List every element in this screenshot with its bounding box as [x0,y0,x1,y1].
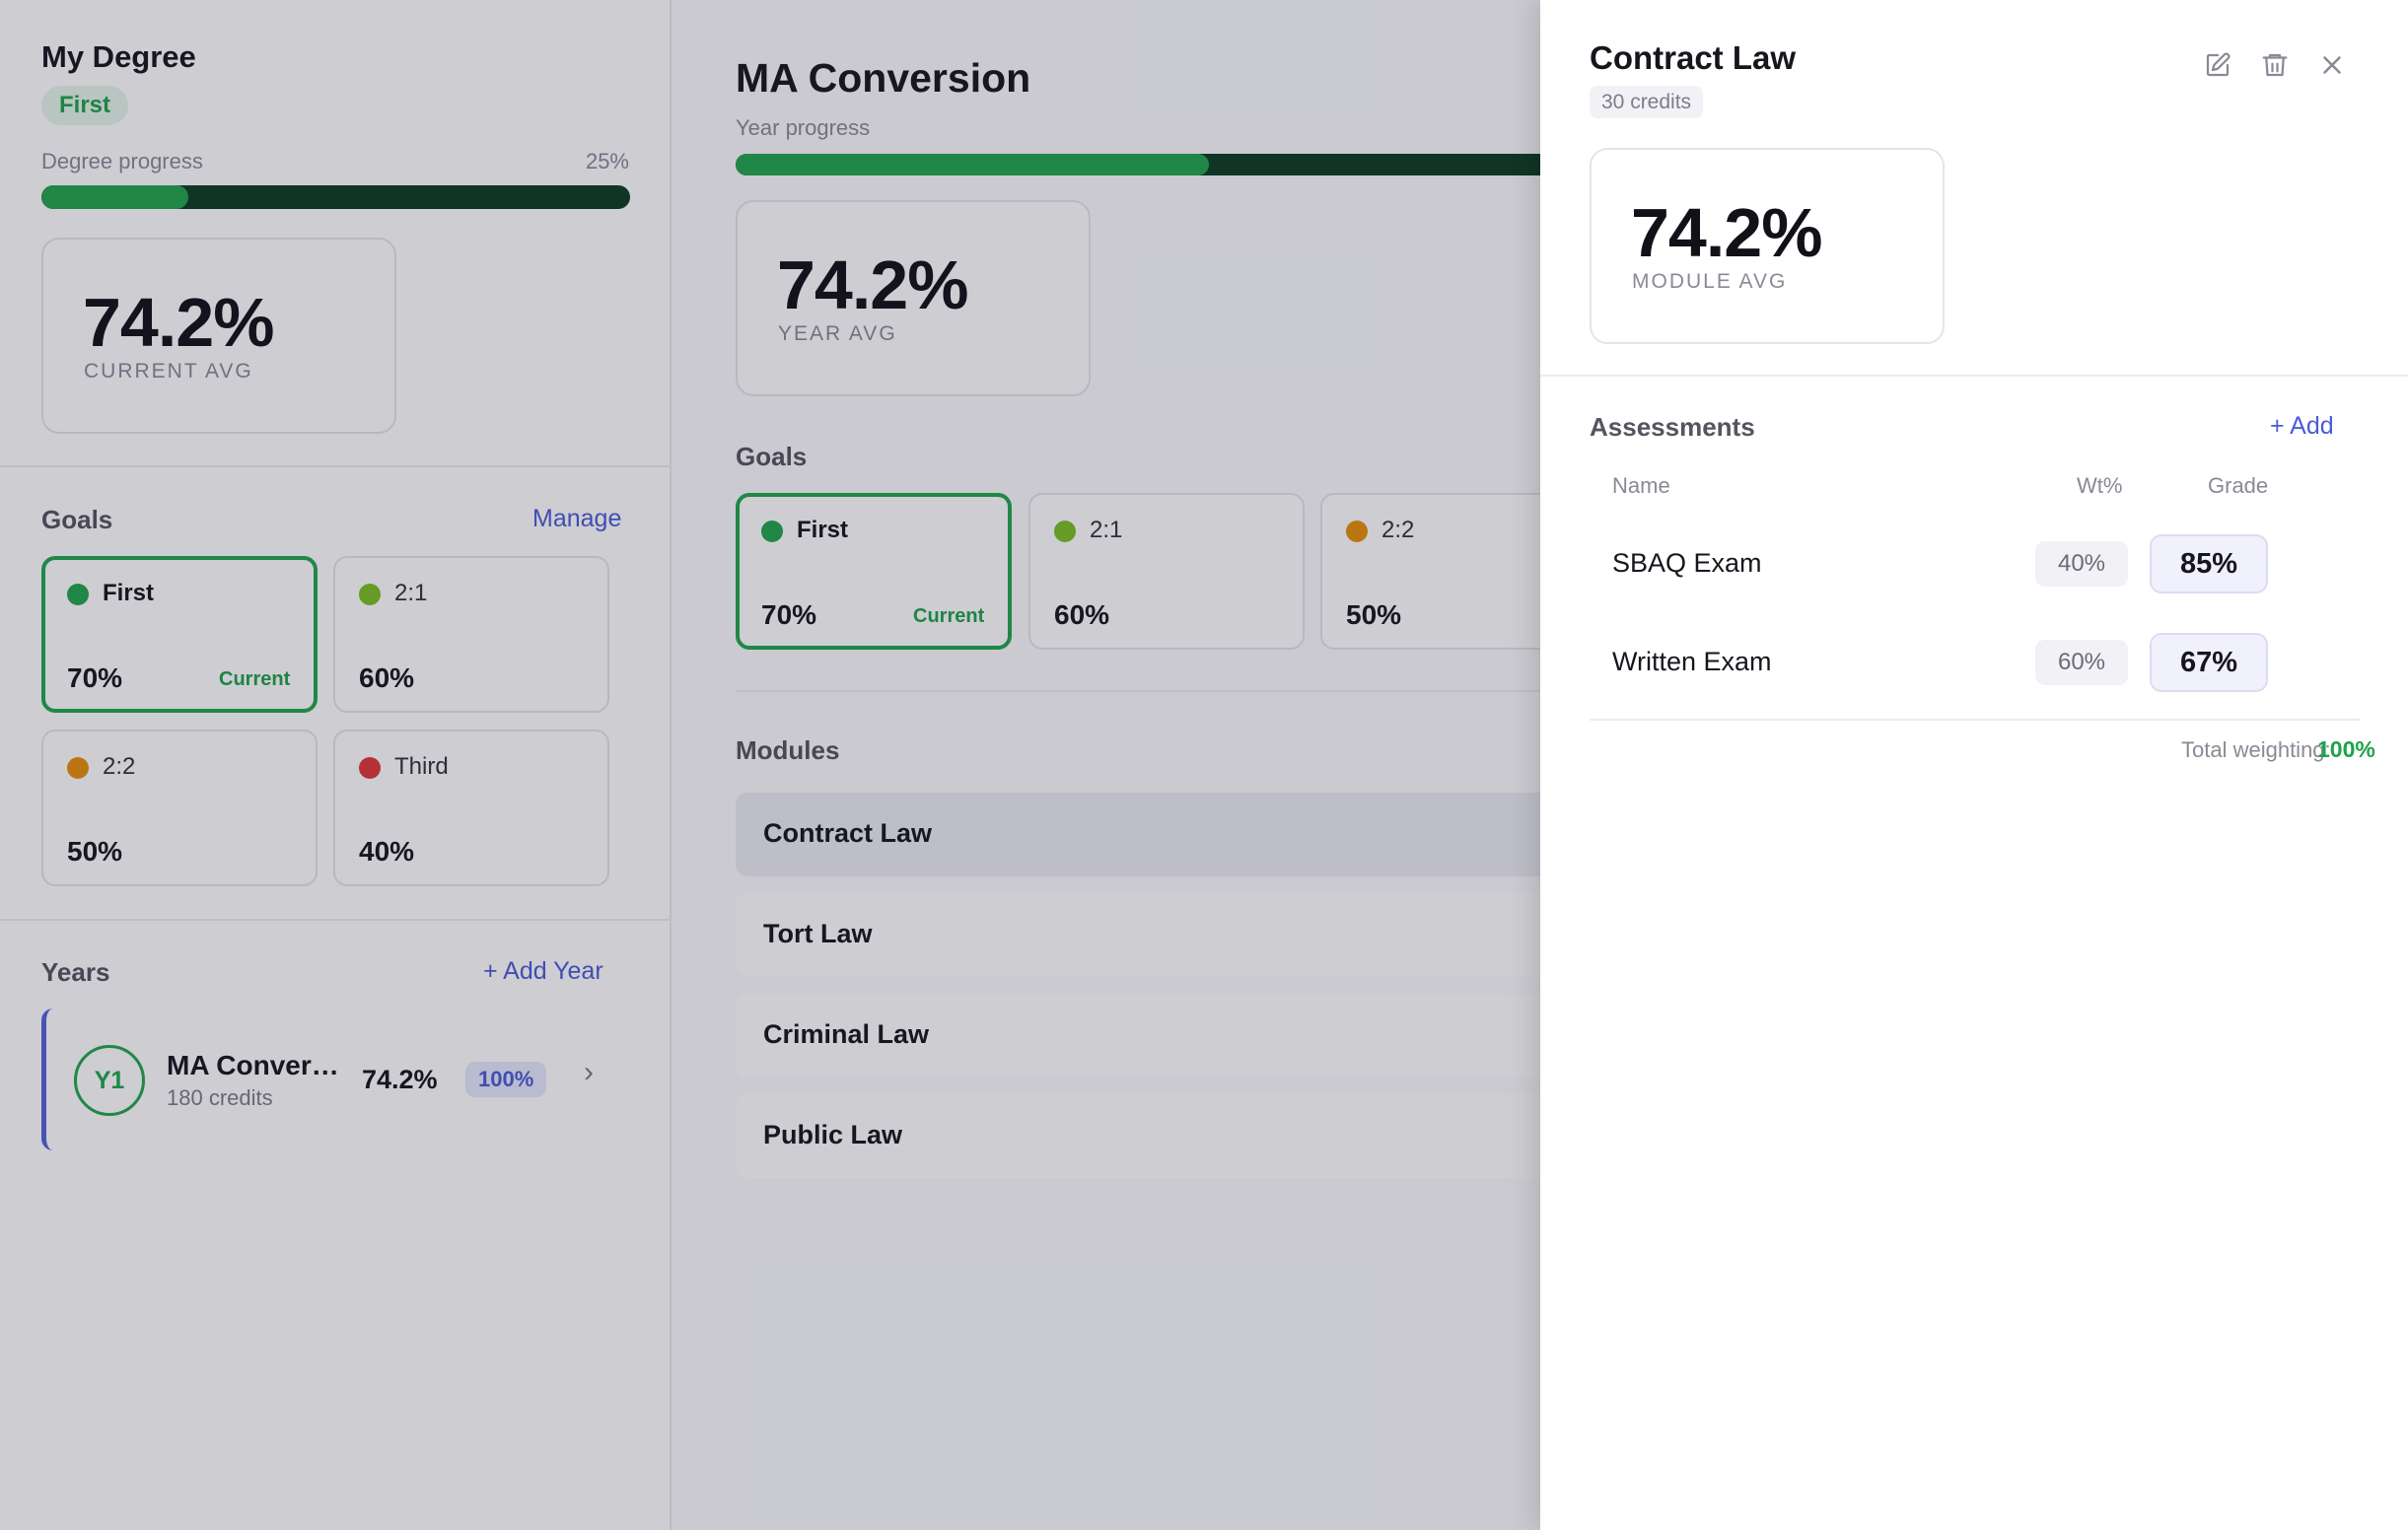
divider [736,690,1658,692]
year-average: 74.2% [362,1065,438,1094]
edit-icon[interactable] [2200,47,2235,83]
module-avg-label: MODULE AVG [1632,270,1788,293]
goal-dot [1346,521,1368,542]
goal-name: 2:1 [394,580,428,606]
column-header-name: Name [1612,473,1670,498]
year-progress-bar [736,154,1682,175]
chevron-right-icon: › [584,1056,594,1088]
year-progress-fill [736,154,1209,175]
degree-progress-label: Degree progress [41,149,203,174]
goal-percent: 70% [67,662,123,693]
goal-name: Third [394,753,449,780]
current-goal-tag: Current [219,668,291,690]
goal-name: 2:2 [103,753,136,780]
year-avg-value: 74.2% [777,246,968,323]
year-weight-badge: 100% [465,1062,547,1097]
column-header-grade: Grade [2208,473,2269,498]
current-avg-label: CURRENT AVG [84,360,253,382]
year-detail: MA Conversion Year progress 74.2% YEAR A… [672,0,1682,1530]
year-avg-card: 74.2% YEAR AVG [736,200,1091,396]
goal-name: First [103,580,155,606]
module-row-criminal-law[interactable]: Criminal Law [736,994,1682,1078]
year-title: MA Conversion [736,55,1031,101]
year-row[interactable]: Y1 MA Conver… 180 credits 74.2% 100% › [41,1008,631,1150]
assessments-heading: Assessments [1590,412,1755,442]
column-header-weight: Wt% [2077,473,2123,498]
goals-heading: Goals [736,442,808,471]
module-row-contract-law[interactable]: Contract Law [736,793,1682,876]
module-avg-card: 74.2% MODULE AVG [1590,148,1945,344]
divider [1540,375,2408,377]
current-avg-card: 74.2% CURRENT AVG [41,238,396,434]
add-assessment-button[interactable]: + Add [2270,412,2334,440]
module-credits-badge: 30 credits [1590,86,1704,118]
goal-percent: 70% [761,599,817,630]
goal-percent: 50% [67,836,123,867]
assessment-name[interactable]: Written Exam [1612,647,1772,676]
goal-card-first[interactable]: First 70% Current [736,493,1012,650]
module-title: Contract Law [1590,39,1797,76]
degree-progress-bar [41,185,630,209]
module-row-public-law[interactable]: Public Law [736,1094,1682,1178]
assessment-name[interactable]: SBAQ Exam [1612,548,1762,578]
manage-goals-link[interactable]: Manage [532,505,622,532]
assessment-weight[interactable]: 60% [2035,640,2128,685]
goal-card-third[interactable]: Third 40% [333,730,609,886]
year-credits: 180 credits [167,1085,273,1110]
divider [0,919,672,921]
close-icon[interactable] [2314,47,2350,83]
goal-percent: 40% [359,836,415,867]
module-name: Contract Law [763,818,933,848]
module-name: Tort Law [763,919,873,948]
divider [0,465,672,467]
goal-card-2-1[interactable]: 2:1 60% [1028,493,1305,650]
total-weighting-value: 100% [2317,736,2375,762]
module-name: Public Law [763,1120,903,1149]
add-year-button[interactable]: + Add Year [483,957,603,985]
goal-percent: 60% [359,662,415,693]
goal-card-2-2[interactable]: 2:2 50% [41,730,318,886]
goal-dot [359,584,381,605]
years-heading: Years [41,957,110,987]
assessment-weight[interactable]: 40% [2035,541,2128,587]
module-avg-value: 74.2% [1631,194,1822,271]
goal-name: First [797,517,849,543]
goal-percent: 60% [1054,599,1110,630]
year-avg-label: YEAR AVG [778,322,897,345]
goal-name: 2:2 [1381,517,1415,543]
goal-dot [761,521,783,542]
goal-card-first[interactable]: First 70% Current [41,556,318,713]
goal-card-2-1[interactable]: 2:1 60% [333,556,609,713]
degree-title: My Degree [41,39,196,74]
degree-sidebar: My Degree First Degree progress 25% 74.2… [0,0,672,1530]
goal-dot [67,757,89,779]
assessment-grade-input[interactable]: 85% [2150,534,2268,593]
goals-heading: Goals [41,505,113,534]
table-divider [1590,719,2361,721]
trash-icon[interactable] [2257,47,2293,83]
year-name: MA Conver… [167,1050,339,1080]
year-progress-label: Year progress [736,115,871,140]
module-detail-drawer: Contract Law 30 credits 74.2% MODULE AVG… [1540,0,2408,1530]
goal-dot [67,584,89,605]
modules-heading: Modules [736,735,840,765]
module-name: Criminal Law [763,1019,930,1049]
goal-percent: 50% [1346,599,1402,630]
module-row-tort-law[interactable]: Tort Law [736,893,1682,977]
goal-dot [359,757,381,779]
year-badge: Y1 [74,1045,145,1116]
goal-dot [1054,521,1076,542]
classification-badge: First [41,86,129,125]
total-weighting-label: Total weighting: [2181,737,2331,762]
current-goal-tag: Current [913,605,985,627]
current-avg-value: 74.2% [83,284,274,361]
goal-name: 2:1 [1090,517,1123,543]
degree-progress-percent: 25% [585,149,629,174]
degree-progress-fill [41,185,189,209]
assessment-grade-input[interactable]: 67% [2150,633,2268,692]
